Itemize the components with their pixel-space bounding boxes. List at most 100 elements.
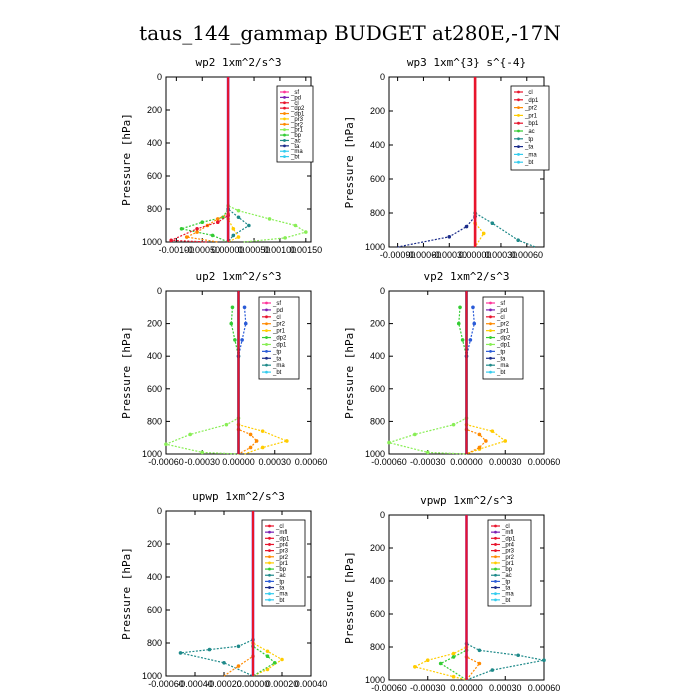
data-point xyxy=(477,445,482,450)
legend-entry: _ma xyxy=(290,149,303,155)
legend-entry: _dp2 xyxy=(272,336,287,342)
legend: _cl _dp1 _pr2_pr1 _bp1 _ac _tp _ta_ma _bt xyxy=(510,85,550,171)
legend-entry: _pr1 xyxy=(272,329,286,335)
data-point xyxy=(215,217,220,221)
x-tick-label: -0.00030 xyxy=(432,250,468,260)
y-tick-label: 800 xyxy=(370,208,385,218)
data-point xyxy=(222,661,226,665)
data-point xyxy=(265,654,270,658)
x-tick-label: -0.00040 xyxy=(177,679,213,689)
series-line-pr2 xyxy=(237,291,258,455)
legend-entry: _pr2 xyxy=(501,555,515,561)
data-point xyxy=(464,224,469,229)
legend-marker xyxy=(489,349,492,353)
legend-entry: _bp xyxy=(275,567,287,573)
x-tick-label: 0.00000 xyxy=(450,683,483,693)
x-tick-label: 0.00000 xyxy=(222,457,255,467)
legend: _sf_pd_cl_pr2_pr1_dp2_dp1_tp_ta_ma_bt xyxy=(258,296,300,380)
legend-entry: _bp xyxy=(290,133,302,139)
legend-entry: _ta xyxy=(272,356,282,362)
legend-marker xyxy=(268,524,271,528)
x-tick-label: -0.00060 xyxy=(406,250,442,260)
legend-marker xyxy=(489,329,492,333)
legend-entry: _pd xyxy=(496,308,507,314)
legend-marker xyxy=(283,155,286,159)
legend-marker xyxy=(265,301,268,305)
legend-marker xyxy=(268,586,271,589)
series-line-pr2 xyxy=(465,515,481,681)
legend-marker xyxy=(494,567,497,571)
data-point xyxy=(451,422,456,427)
x-tick-label: -0.00060 xyxy=(148,457,184,467)
data-point xyxy=(164,442,168,447)
legend-entry: _bp xyxy=(501,567,513,573)
y-tick-label: 600 xyxy=(147,384,162,394)
data-point xyxy=(236,644,241,649)
series-line-dp1 xyxy=(163,291,240,455)
panel-1: wp2 1xm^2/s^3 Pressure [hPa] 0 200 400 600 800… xyxy=(120,56,322,255)
data-point xyxy=(215,220,220,224)
legend-marker xyxy=(517,121,520,125)
legend-marker xyxy=(494,530,497,534)
panel-title: upwp 1xm^2/s^3 xyxy=(192,490,285,503)
legend-marker xyxy=(283,133,286,137)
data-point xyxy=(224,422,229,427)
y-tick-label: 400 xyxy=(370,140,385,150)
y-tick-label: 0 xyxy=(157,286,162,296)
legend-entry: _bt xyxy=(501,598,511,604)
data-point xyxy=(285,439,289,443)
legend-entry: _ta xyxy=(524,145,534,151)
data-point xyxy=(195,227,199,231)
legend-marker xyxy=(517,114,520,117)
y-tick-label: 400 xyxy=(147,351,162,361)
legend-entry: _ta xyxy=(290,144,300,150)
data-point xyxy=(413,432,417,437)
data-point xyxy=(247,223,251,228)
legend-entry: _dp1 xyxy=(290,112,305,118)
legend-entry: _dp1 xyxy=(496,342,511,348)
legend-entry: _ta xyxy=(496,356,506,362)
legend-marker xyxy=(283,101,286,105)
data-point xyxy=(458,305,462,310)
data-point xyxy=(477,432,482,437)
legend-entry: _pr1 xyxy=(524,113,538,119)
y-tick-label: 200 xyxy=(147,539,162,549)
data-point xyxy=(490,221,495,225)
y-tick-label: 400 xyxy=(370,351,385,361)
legend-entry: _bt xyxy=(290,155,300,161)
y-tick-label: 1000 xyxy=(142,237,162,247)
legend-entry: _pr4 xyxy=(501,542,515,548)
legend-entry: _pr2 xyxy=(272,322,286,328)
legend-marker xyxy=(494,524,497,528)
series-line-tp xyxy=(180,511,254,677)
legend-marker xyxy=(268,573,271,577)
series-line-dp2 xyxy=(458,307,468,357)
data-point xyxy=(260,445,265,450)
x-tick-label: 0.00050 xyxy=(238,245,271,255)
legend-entry: _cl xyxy=(496,315,505,321)
legend-entry: _pr2 xyxy=(524,106,538,112)
series-line-ta xyxy=(397,77,476,248)
data-point xyxy=(210,233,215,238)
legend-marker xyxy=(494,592,497,596)
x-tick-label: 0.00030 xyxy=(485,250,518,260)
legend-marker xyxy=(268,561,271,565)
data-point xyxy=(447,235,452,239)
legend-marker xyxy=(494,543,497,546)
legend-marker xyxy=(517,129,520,133)
data-point xyxy=(248,432,253,437)
legend-entry: _ma xyxy=(524,152,537,158)
y-axis-label: Pressure [hPa] xyxy=(343,116,356,209)
legend-entry: _ta xyxy=(275,586,285,592)
y-tick-label: 400 xyxy=(147,572,162,582)
data-point xyxy=(280,657,284,662)
data-point xyxy=(200,450,205,455)
legend-entry: _dp1 xyxy=(275,536,290,542)
x-tick-label: -0.00100 xyxy=(159,245,195,255)
x-tick-label: 0.00040 xyxy=(295,679,328,689)
y-tick-label: 600 xyxy=(370,609,385,619)
y-tick-label: 0 xyxy=(380,510,385,520)
panel-title: wp3 1xm^{3} s^{-4} xyxy=(407,56,526,69)
y-tick-label: 200 xyxy=(370,319,385,329)
legend-entry: _pr3 xyxy=(275,549,289,555)
